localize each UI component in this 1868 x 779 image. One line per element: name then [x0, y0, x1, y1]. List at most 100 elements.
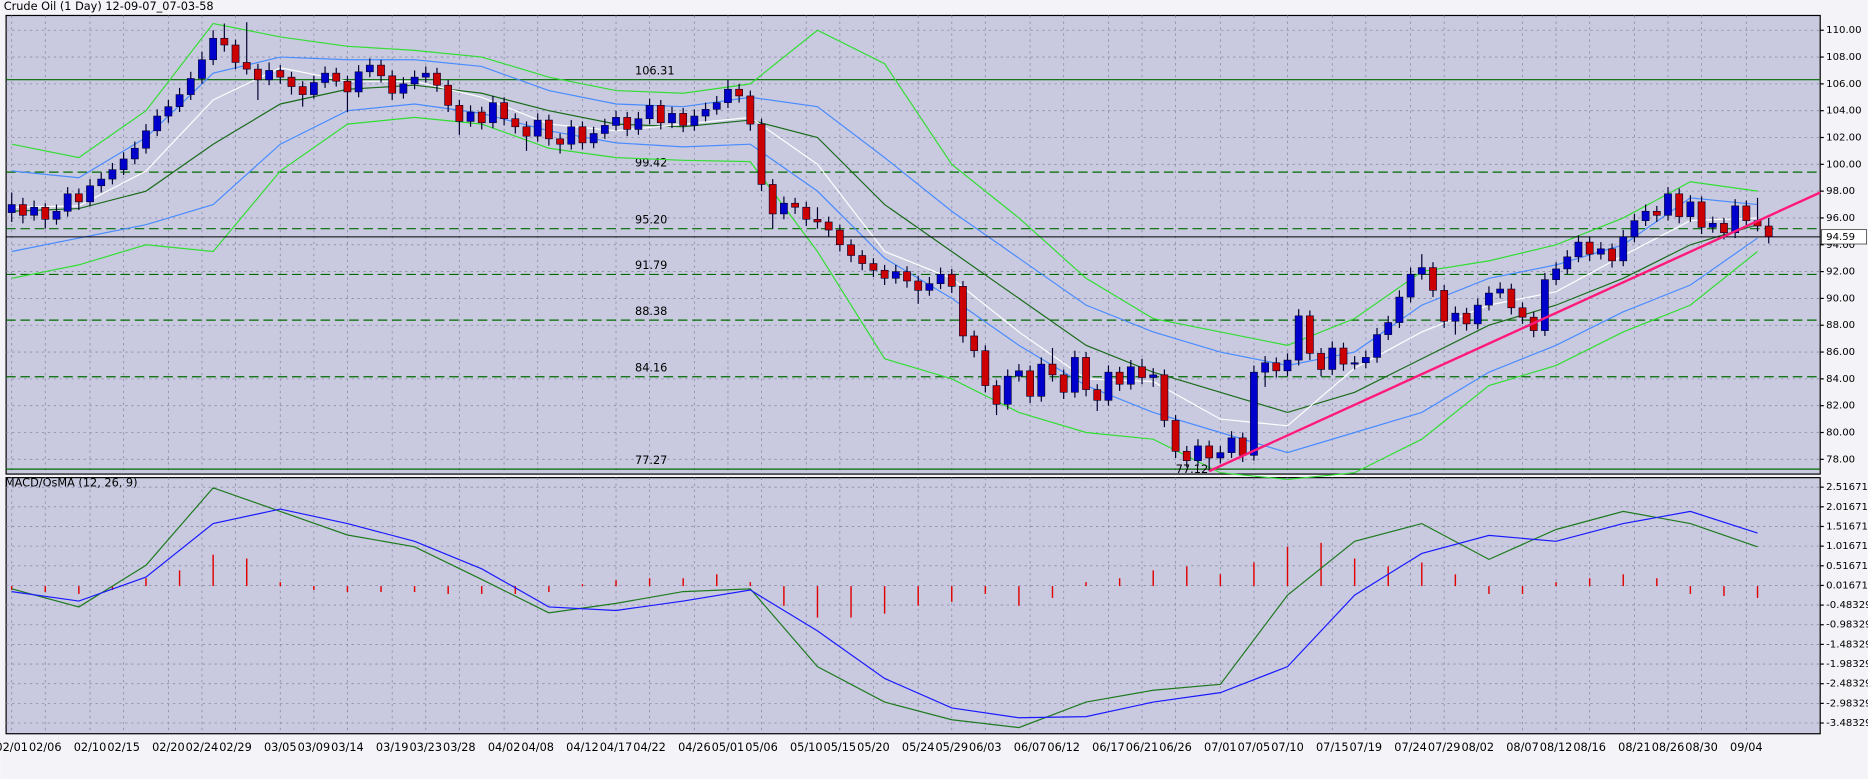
candle-body	[19, 204, 27, 216]
candle-body	[477, 111, 486, 124]
x-tick-label: 07/15	[1316, 741, 1349, 754]
last-price-label: 94.59	[1826, 232, 1855, 243]
level-label: 95.20	[635, 213, 667, 226]
x-tick-label: 08/07	[1506, 741, 1539, 754]
candle-body	[1350, 362, 1359, 365]
candle-body	[74, 193, 83, 203]
candle-body	[41, 206, 50, 220]
candle-body	[377, 64, 385, 77]
x-tick-label: 03/23	[409, 741, 442, 754]
x-tick-label: 04/12	[566, 741, 599, 754]
candle-body	[645, 105, 654, 120]
candle-body	[142, 130, 150, 149]
level-label: 88.38	[635, 305, 667, 318]
candle-body	[1417, 267, 1426, 275]
candle-body	[1205, 445, 1214, 459]
candle-body	[869, 263, 878, 271]
candle-body	[86, 185, 94, 203]
x-tick-label: 08/16	[1573, 741, 1606, 754]
y-tick-label: 90.00	[1826, 293, 1855, 304]
candle-body	[1373, 334, 1381, 358]
y-tick-label: 100.00	[1826, 159, 1861, 170]
x-tick-label: 02/29	[219, 741, 252, 754]
candle-body	[925, 283, 934, 291]
candle-body	[1037, 363, 1046, 397]
x-tick-label: 07/10	[1271, 741, 1304, 754]
candle-body	[1048, 363, 1057, 376]
candle-body	[1630, 220, 1639, 238]
candle-body	[1238, 437, 1247, 456]
candle-body	[489, 102, 497, 124]
x-tick-label: 08/21	[1618, 741, 1651, 754]
candle-body	[1182, 450, 1191, 461]
candle-body	[914, 280, 923, 291]
x-tick-label: 02/15	[107, 741, 140, 754]
candle-body	[1764, 225, 1773, 238]
macd-panel	[5, 477, 1821, 735]
candle-body	[780, 202, 788, 215]
x-tick-label: 05/15	[824, 741, 857, 754]
candle-body	[959, 286, 967, 337]
candle-body	[1552, 268, 1560, 280]
candle-body	[690, 115, 699, 126]
x-tick-label: 05/01	[712, 741, 745, 754]
x-tick-label: 04/26	[678, 741, 711, 754]
x-tick-label: 04/08	[521, 741, 554, 754]
candle-body	[1070, 357, 1079, 393]
candle-body	[108, 169, 117, 180]
candle-body	[880, 269, 889, 279]
candle-body	[981, 350, 990, 386]
candle-body	[209, 37, 218, 61]
candle-body	[388, 75, 397, 94]
candle-body	[1216, 452, 1225, 459]
candle-body	[52, 210, 61, 220]
candle-body	[724, 88, 732, 103]
candle-body	[1384, 322, 1393, 335]
candle-body	[153, 115, 162, 132]
candle-body	[757, 123, 766, 185]
candle-body	[634, 118, 643, 130]
candle-body	[623, 117, 632, 130]
candle-body	[891, 271, 900, 279]
candle-body	[1194, 445, 1202, 461]
candle-body	[1518, 307, 1527, 318]
candle-body	[1317, 353, 1325, 370]
candle-body	[1160, 374, 1169, 421]
x-tick-label: 06/12	[1047, 741, 1080, 754]
y-tick-label: 92.00	[1826, 267, 1855, 278]
candle-body	[287, 76, 296, 87]
candle-body	[1485, 292, 1493, 306]
candle-body	[1563, 256, 1572, 270]
x-tick-label: 05/20	[857, 741, 890, 754]
candle-body	[7, 204, 16, 213]
x-tick-label: 07/05	[1238, 741, 1271, 754]
y-tick-label: 80.00	[1826, 428, 1855, 439]
candle-body	[1115, 371, 1124, 385]
y-tick-label: 104.00	[1826, 106, 1861, 117]
overlay-line	[11, 56, 1758, 367]
candle-body	[1496, 288, 1505, 294]
candle-body	[802, 206, 811, 220]
candle-body	[1585, 241, 1594, 255]
candle-body	[1283, 359, 1292, 372]
macd-line	[11, 487, 1758, 729]
candle-body	[712, 102, 721, 110]
candle-body	[63, 193, 72, 212]
candle-body	[1708, 223, 1717, 228]
candle-body	[533, 119, 542, 137]
y-tick-label: 2.01671	[1826, 502, 1868, 513]
candle-body	[198, 59, 206, 79]
y-tick-label: 88.00	[1826, 320, 1855, 331]
x-tick-label: 07/29	[1428, 741, 1461, 754]
overlay-line	[11, 116, 1758, 481]
candle-body	[1082, 357, 1090, 390]
y-tick-label: 1.01671	[1826, 541, 1868, 552]
x-tick-label: 04/22	[633, 741, 666, 754]
y-tick-label: -0.98329	[1826, 620, 1868, 631]
candle-body	[1272, 362, 1281, 372]
x-tick-label: 03/19	[376, 741, 409, 754]
candle-body	[500, 102, 508, 120]
y-tick-label: 110.00	[1826, 25, 1861, 36]
x-tick-label: 03/28	[443, 741, 476, 754]
